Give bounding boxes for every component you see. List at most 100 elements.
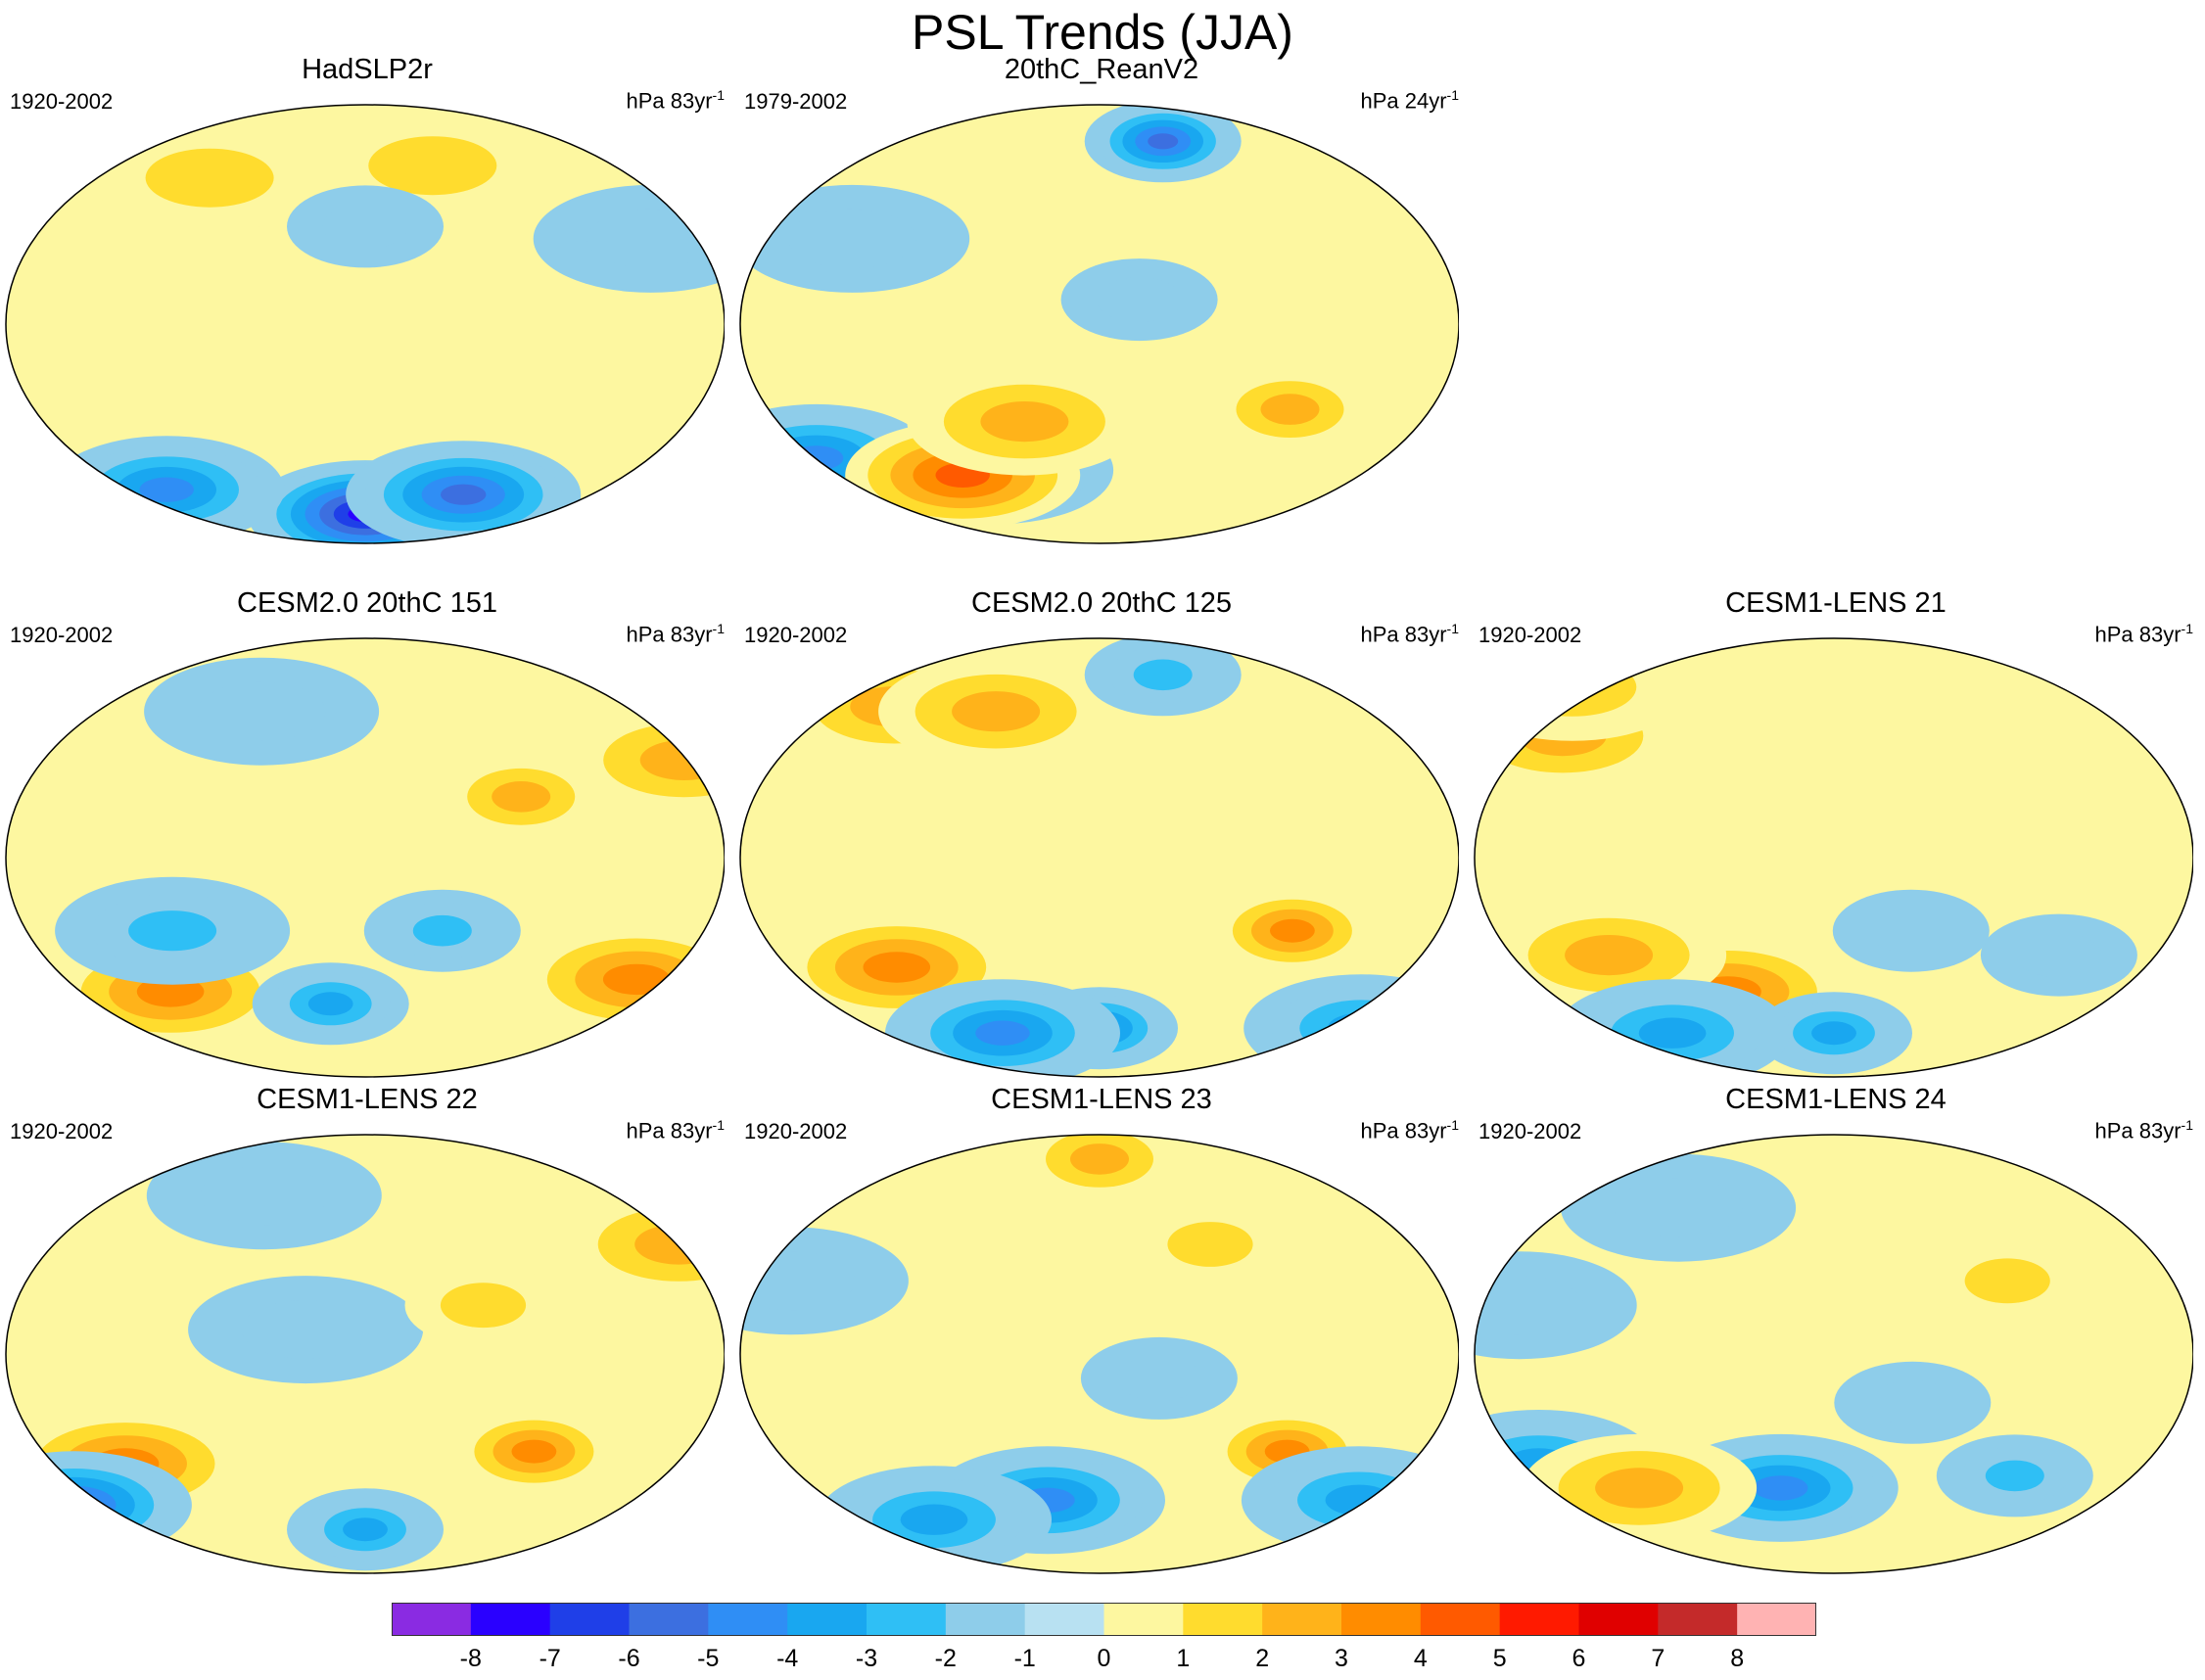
trend-contour [1148,133,1179,150]
colorbar-swatch [1024,1603,1104,1636]
trend-contour [602,963,671,996]
colorbar-tick-label: -2 [934,1645,957,1672]
colorbar-tick-label: 8 [1730,1645,1745,1672]
panel-units: hPa 83yr-1 [626,1117,725,1143]
trend-contour [145,148,274,208]
map-outline [5,1134,725,1574]
trend-contour [368,136,497,196]
colorbar-swatch [549,1603,630,1636]
colorbar-tick-label: 2 [1255,1645,1270,1672]
panel-units-text: hPa 83yr [626,88,713,114]
panel-units-text: hPa 83yr [1360,622,1447,647]
colorbar-labels: -8 -7 -6 -5 -4 -3 -2 -1 0 1 2 3 4 5 6 7 8 [392,1645,1816,1680]
map-outline [1474,1134,2193,1574]
colorbar-swatch [1737,1603,1816,1636]
colorbar-swatch [1103,1603,1184,1636]
panel-units: hPa 83yr-1 [626,87,725,114]
panel-period: 1920-2002 [744,623,848,647]
colorbar-tick-label: -6 [618,1645,640,1672]
colorbar-tick-label: 1 [1176,1645,1191,1672]
trend-contour [14,1476,135,1533]
panel-period: 1920-2002 [744,1119,848,1143]
trend-contour [1614,1178,1743,1237]
trend-contour [975,1020,1030,1046]
colorbar-swatch [1499,1603,1579,1636]
trend-contour [128,910,217,952]
panel-period: 1920-2002 [1478,623,1582,647]
panel-units: hPa 83yr-1 [626,621,725,647]
panel-units: hPa 24yr-1 [1360,87,1459,114]
panel-units-exponent: -1 [712,87,725,103]
map-outline [5,637,725,1078]
colorbar-tick-label: -5 [697,1645,720,1672]
trend-contour [1565,935,1654,976]
trend-contour [952,691,1041,732]
colorbar-tick-label: 7 [1651,1645,1665,1672]
trend-contour [139,477,194,502]
panel-title: CESM2.0 20thC 151 [237,587,497,619]
map-svg [1474,1134,2193,1574]
panel-units-text: hPa 83yr [2094,1118,2182,1143]
trend-contour [307,992,353,1016]
trend-contour [200,1166,329,1226]
figure-title: PSL Trends (JJA) [912,5,1293,60]
trend-contour [1964,1258,2050,1304]
map-svg [5,104,725,544]
trend-contour [197,681,326,741]
trend-contour [863,952,931,983]
map-panel: CESM1-LENS 24 1920-2002 hPa 83yr-1 [1469,1084,2203,1574]
panel-units-exponent: -1 [2181,1117,2193,1133]
map-svg [739,104,1459,544]
trend-contour [1595,1468,1684,1509]
trend-contour [412,914,472,947]
trend-contour [1097,277,1183,322]
trend-contour [441,484,487,505]
panel-units: hPa 83yr-1 [2094,621,2193,647]
map-panel: CESM1-LENS 21 1920-2002 hPa 83yr-1 [1469,587,2203,1078]
map-outline [739,104,1459,544]
map-svg [5,637,725,1078]
panel-units-text: hPa 83yr [1360,1118,1447,1143]
map-panel: HadSLP2r 1920-2002 hPa 83yr-1 [0,54,734,544]
panel-period: 1979-2002 [744,89,848,114]
colorbar-frame [392,1603,1816,1636]
colorbar-swatch [1420,1603,1501,1636]
trend-contour [1133,659,1193,691]
trend-contour [634,1224,724,1265]
colorbar-tick-label: 5 [1492,1645,1507,1672]
colorbar-tick-label: -7 [539,1645,561,1672]
panel-units-exponent: -1 [712,621,725,636]
colorbar-tick-label: -4 [776,1645,799,1672]
trend-contour [639,739,725,781]
colorbar-tick-label: -1 [1013,1645,1036,1672]
panel-title: 20thC_ReanV2 [1004,54,1199,85]
colorbar-swatch [470,1603,551,1636]
colorbar-tick-label: -8 [459,1645,482,1672]
panel-units-text: hPa 83yr [626,1118,713,1143]
map-svg [739,1134,1459,1574]
trend-contour [51,1494,98,1516]
panel-units-exponent: -1 [1446,1117,1459,1133]
trend-contour [1754,1475,1808,1501]
trend-contour [1327,1012,1395,1044]
colorbar-swatch [629,1603,709,1636]
trend-contour [1811,1021,1856,1046]
panel-title: CESM1-LENS 23 [991,1084,1212,1115]
trend-contour [1985,1460,2044,1492]
panel-period: 1920-2002 [1478,1119,1582,1143]
trend-contour [1869,1379,1955,1425]
colorbar-tick-label: 6 [1572,1645,1586,1672]
colorbar [392,1603,1816,1636]
panel-units-exponent: -1 [1446,621,1459,636]
map-svg [1474,637,2193,1078]
trend-contour [1868,908,1954,954]
map-panel: CESM1-LENS 23 1920-2002 hPa 83yr-1 [734,1084,1469,1574]
panel-units-text: hPa 83yr [626,622,713,647]
trend-contour [1271,987,1451,1070]
map-panel: CESM1-LENS 22 1920-2002 hPa 83yr-1 [0,1084,734,1574]
colorbar-swatch [1341,1603,1422,1636]
trend-contour [2016,932,2102,978]
colorbar-swatch [1183,1603,1263,1636]
panel-units: hPa 83yr-1 [2094,1117,2193,1143]
trend-contour [1116,1356,1202,1401]
